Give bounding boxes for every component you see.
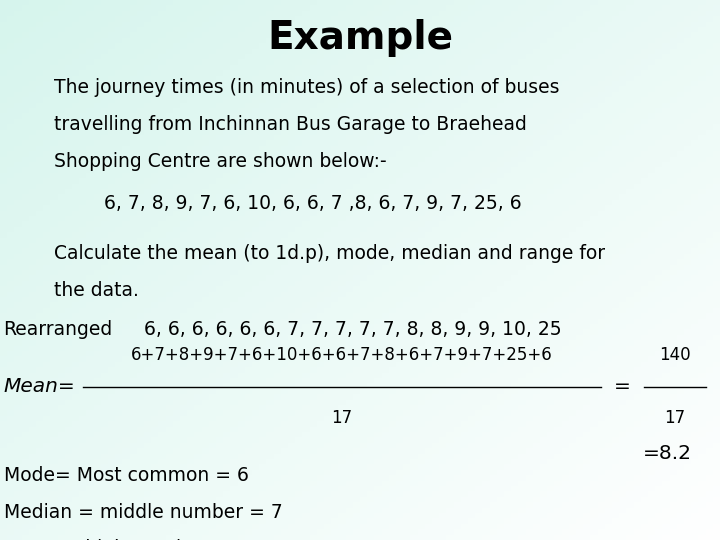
- Text: The journey times (in minutes) of a selection of buses: The journey times (in minutes) of a sele…: [54, 78, 559, 97]
- Text: =: =: [613, 377, 630, 396]
- Text: Example: Example: [267, 19, 453, 57]
- Text: 140: 140: [660, 346, 690, 364]
- Text: travelling from Inchinnan Bus Garage to Braehead: travelling from Inchinnan Bus Garage to …: [54, 115, 527, 134]
- Text: Mean=: Mean=: [4, 377, 76, 396]
- Text: 6, 7, 8, 9, 7, 6, 10, 6, 6, 7 ,8, 6, 7, 9, 7, 25, 6: 6, 7, 8, 9, 7, 6, 10, 6, 6, 7 ,8, 6, 7, …: [86, 194, 522, 213]
- Text: 17: 17: [331, 409, 353, 427]
- Text: 6, 6, 6, 6, 6, 6, 7, 7, 7, 7, 7, 8, 8, 9, 9, 10, 25: 6, 6, 6, 6, 6, 6, 7, 7, 7, 7, 7, 8, 8, 9…: [144, 320, 562, 339]
- Text: Rearranged: Rearranged: [4, 320, 113, 339]
- Text: the data.: the data.: [54, 281, 139, 300]
- Text: 17: 17: [665, 409, 685, 427]
- Text: Median = middle number = 7: Median = middle number = 7: [4, 503, 282, 522]
- Text: Mode= Most common = 6: Mode= Most common = 6: [4, 466, 248, 485]
- Text: Shopping Centre are shown below:-: Shopping Centre are shown below:-: [54, 152, 387, 171]
- Text: Calculate the mean (to 1d.p), mode, median and range for: Calculate the mean (to 1d.p), mode, medi…: [54, 244, 605, 263]
- Text: 6+7+8+9+7+6+10+6+6+7+8+6+7+9+7+25+6: 6+7+8+9+7+6+10+6+6+7+8+6+7+9+7+25+6: [131, 346, 553, 364]
- Text: =8.2: =8.2: [643, 444, 693, 463]
